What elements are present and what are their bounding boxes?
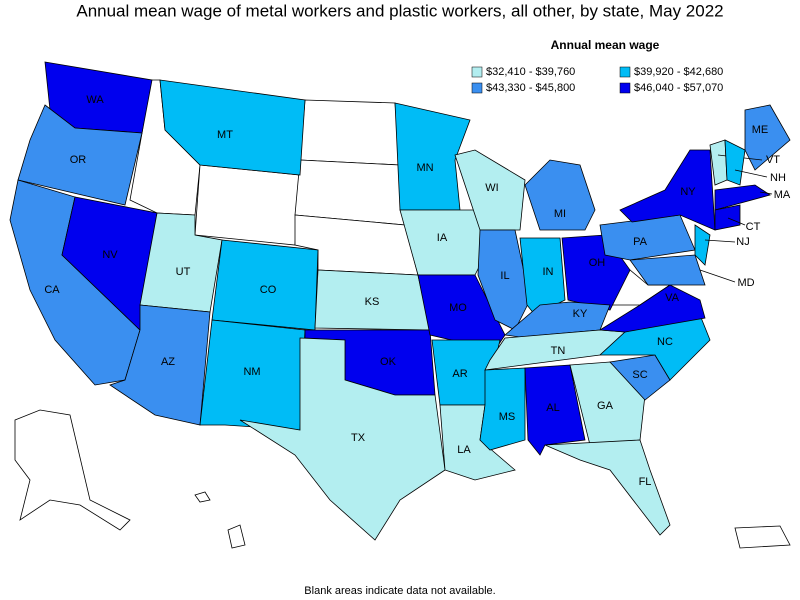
state bbox=[724, 139, 746, 186]
state bbox=[694, 224, 711, 266]
state-label: TN bbox=[551, 345, 566, 357]
legend-label: $43,330 - $45,800 bbox=[486, 82, 575, 94]
state-blank bbox=[194, 164, 301, 246]
leader-line bbox=[699, 269, 736, 283]
legend-swatch bbox=[619, 66, 631, 78]
state-label: MN bbox=[416, 162, 433, 174]
state-label: IN bbox=[543, 266, 554, 278]
state bbox=[524, 159, 596, 231]
state-label: OH bbox=[589, 257, 606, 269]
state bbox=[629, 254, 706, 286]
state bbox=[109, 304, 211, 426]
state-label: AZ bbox=[161, 356, 175, 368]
state-label: KS bbox=[365, 296, 380, 308]
state bbox=[598, 284, 706, 333]
state-label: IL bbox=[500, 270, 509, 282]
state-label: MD bbox=[737, 277, 754, 289]
state-label: VT bbox=[766, 154, 780, 166]
state-label: NV bbox=[102, 249, 118, 261]
state bbox=[619, 149, 716, 231]
state bbox=[17, 104, 143, 206]
legend-label: $46,040 - $57,070 bbox=[634, 82, 723, 94]
state bbox=[744, 104, 791, 171]
state bbox=[394, 102, 471, 211]
state-label: NY bbox=[680, 186, 696, 198]
state-label: ME bbox=[752, 124, 769, 136]
legend-label: $39,920 - $42,680 bbox=[634, 66, 723, 78]
state-blank bbox=[294, 159, 406, 226]
state-label: OR bbox=[70, 154, 87, 166]
legend-swatch bbox=[619, 82, 631, 94]
state-label: VA bbox=[665, 292, 680, 304]
state-label: MA bbox=[774, 189, 791, 201]
state bbox=[417, 274, 506, 351]
state-label: AL bbox=[546, 402, 559, 414]
state bbox=[714, 184, 771, 211]
state-label: UT bbox=[176, 266, 191, 278]
state-label: MO bbox=[449, 302, 467, 314]
state-label: MT bbox=[217, 129, 233, 141]
state-label: CO bbox=[260, 284, 277, 296]
state-blank bbox=[227, 524, 246, 549]
state-label: NH bbox=[770, 172, 786, 184]
state-label: SC bbox=[632, 369, 647, 381]
state-label: PA bbox=[633, 236, 648, 248]
legend-swatch bbox=[471, 82, 483, 94]
footnote: Blank areas indicate data not available. bbox=[304, 585, 495, 597]
state bbox=[709, 139, 728, 186]
state bbox=[239, 337, 446, 541]
state-label: KY bbox=[573, 308, 588, 320]
state bbox=[599, 214, 696, 261]
state-label: NJ bbox=[736, 236, 749, 248]
leader-line bbox=[734, 169, 768, 178]
state-label: NM bbox=[243, 366, 260, 378]
state-label: MI bbox=[554, 208, 566, 220]
legend-swatch bbox=[471, 66, 483, 78]
state-label: IA bbox=[437, 232, 448, 244]
state-blank bbox=[299, 99, 401, 166]
state bbox=[454, 149, 526, 231]
state bbox=[569, 361, 646, 446]
state-label: AR bbox=[452, 368, 467, 380]
state bbox=[479, 367, 526, 451]
state bbox=[159, 79, 306, 176]
state-label: MS bbox=[499, 411, 516, 423]
state-blank bbox=[14, 409, 131, 531]
leader-line bbox=[704, 239, 736, 243]
leader-line bbox=[727, 217, 746, 226]
legend-label: $32,410 - $39,760 bbox=[486, 66, 575, 78]
state-blank bbox=[194, 491, 211, 503]
state bbox=[544, 439, 671, 536]
state-label: GA bbox=[597, 400, 614, 412]
state-label: FL bbox=[639, 476, 652, 488]
state-label: CT bbox=[746, 221, 761, 233]
state-label: OK bbox=[380, 356, 397, 368]
state-label: LA bbox=[457, 444, 471, 456]
state-label: WI bbox=[485, 182, 498, 194]
map-title: Annual mean wage of metal workers and pl… bbox=[76, 1, 723, 20]
state-label: WA bbox=[86, 94, 104, 106]
state-blank bbox=[734, 525, 791, 549]
state bbox=[714, 204, 741, 231]
state-label: CA bbox=[44, 284, 60, 296]
state-label: NC bbox=[657, 336, 673, 348]
state-label: TX bbox=[351, 432, 366, 444]
legend-title: Annual mean wage bbox=[551, 38, 660, 52]
leader-line bbox=[759, 191, 773, 195]
